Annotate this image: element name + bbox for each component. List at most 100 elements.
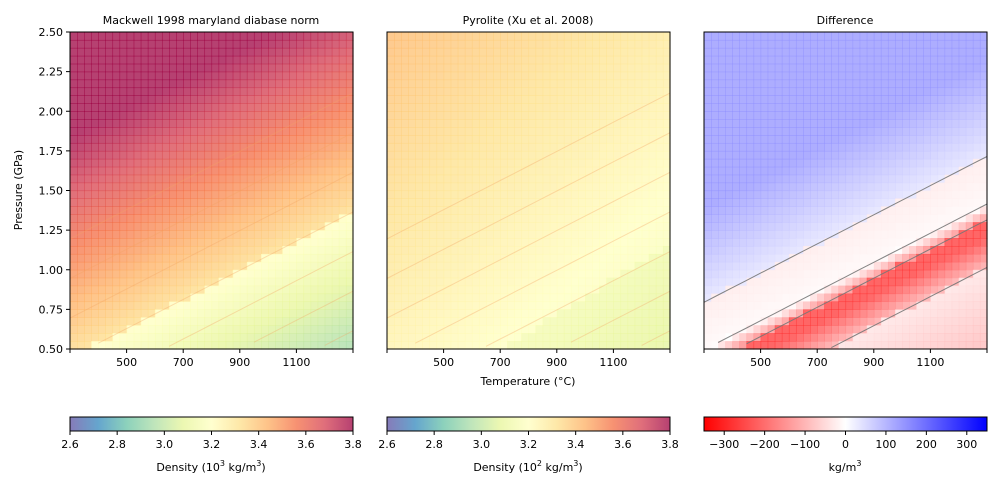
heatmap-cell	[204, 142, 213, 152]
heatmap-cell	[549, 127, 558, 136]
heatmap-cell	[627, 293, 636, 303]
heatmap-cell	[161, 206, 170, 215]
heatmap-cell	[119, 142, 128, 152]
heatmap-cell	[84, 79, 92, 89]
heatmap-cell	[781, 309, 790, 318]
heatmap-cell	[507, 341, 515, 350]
heatmap-cell	[592, 309, 600, 318]
heatmap-cell	[753, 301, 762, 310]
heatmap-cell	[317, 166, 326, 176]
heatmap-cell	[268, 119, 276, 128]
heatmap-cell	[401, 39, 409, 49]
heatmap-cell	[289, 127, 297, 136]
heatmap-cell	[958, 79, 967, 89]
heatmap-cell	[965, 32, 974, 41]
heatmap-cell	[909, 293, 917, 303]
heatmap-cell	[528, 238, 537, 247]
heatmap-cell	[542, 103, 551, 112]
heatmap-cell	[585, 150, 593, 160]
heatmap-cell	[98, 285, 106, 295]
heatmap-cell	[239, 150, 248, 160]
heatmap-cell	[98, 261, 106, 271]
heatmap-cell	[478, 142, 487, 152]
heatmap-cell	[507, 293, 515, 303]
heatmap-cell	[788, 119, 797, 128]
heatmap-cell	[253, 333, 262, 342]
heatmap-cell	[895, 293, 903, 303]
heatmap-cell	[331, 63, 340, 73]
heatmap-cell	[190, 230, 198, 239]
heatmap-cell	[599, 119, 607, 128]
heatmap-cell	[852, 253, 861, 263]
heatmap-cell	[140, 47, 149, 57]
heatmap-cell	[880, 127, 889, 136]
heatmap-cell	[204, 32, 213, 41]
heatmap-cell	[471, 95, 480, 104]
heatmap-cell	[902, 55, 910, 65]
heatmap-cell	[753, 166, 762, 176]
heatmap-cell	[613, 87, 622, 96]
heatmap-cell	[464, 190, 473, 200]
heatmap-cell	[190, 341, 198, 350]
heatmap-cell	[345, 214, 354, 223]
heatmap-cell	[197, 317, 206, 326]
heatmap-cell	[246, 230, 255, 239]
heatmap-cell	[486, 158, 494, 168]
heatmap-cell	[218, 95, 227, 104]
heatmap-cell	[415, 150, 423, 160]
heatmap-cell	[641, 253, 650, 263]
heatmap-cell	[232, 32, 241, 41]
heatmap-cell	[105, 63, 114, 73]
heatmap-cell	[500, 39, 508, 49]
heatmap-cell	[126, 214, 135, 223]
heatmap-cell	[183, 39, 191, 49]
heatmap-cell	[133, 333, 142, 342]
heatmap-cell	[464, 245, 473, 255]
heatmap-cell	[239, 293, 248, 303]
heatmap-cell	[197, 135, 206, 144]
heatmap-cell	[105, 47, 114, 57]
heatmap-cell	[634, 79, 643, 89]
heatmap-cell	[126, 253, 135, 263]
heatmap-cell	[289, 158, 297, 168]
heatmap-cell	[535, 333, 544, 342]
heatmap-cell	[817, 103, 825, 112]
heatmap-cell	[760, 47, 769, 57]
heatmap-cell	[211, 317, 220, 326]
heatmap-cell	[760, 198, 769, 207]
heatmap-cell	[781, 261, 790, 271]
heatmap-cell	[887, 39, 896, 49]
heatmap-cell	[317, 87, 326, 96]
heatmap-cell	[345, 150, 354, 160]
heatmap-cell	[246, 277, 255, 287]
heatmap-cell	[746, 158, 755, 168]
heatmap-cell	[197, 63, 206, 73]
heatmap-cell	[895, 55, 903, 65]
heatmap-cell	[620, 325, 629, 334]
heatmap-cell	[282, 238, 290, 247]
heatmap-cell	[859, 333, 868, 342]
heatmap-cell	[296, 238, 305, 247]
heatmap-cell	[578, 325, 586, 334]
x-tick-label: 900	[229, 356, 250, 369]
heatmap-cell	[140, 150, 149, 160]
heatmap-cell	[70, 166, 78, 176]
heatmap-cell	[859, 293, 868, 303]
heatmap-cell	[930, 135, 939, 144]
heatmap-cell	[310, 119, 319, 128]
heatmap-cell	[289, 87, 297, 96]
heatmap-cell	[500, 238, 508, 247]
heatmap-cell	[711, 47, 719, 57]
heatmap-cell	[979, 317, 988, 326]
heatmap-cell	[246, 317, 255, 326]
heatmap-cell	[641, 341, 650, 350]
heatmap-cell	[317, 301, 326, 310]
heatmap-cell	[711, 39, 719, 49]
heatmap-cell	[528, 87, 537, 96]
heatmap-cell	[126, 55, 135, 65]
heatmap-cell	[338, 325, 347, 334]
heatmap-cell	[478, 285, 487, 295]
heatmap-cell	[169, 190, 177, 200]
heatmap-cell	[845, 309, 854, 318]
heatmap-cell	[514, 63, 523, 73]
